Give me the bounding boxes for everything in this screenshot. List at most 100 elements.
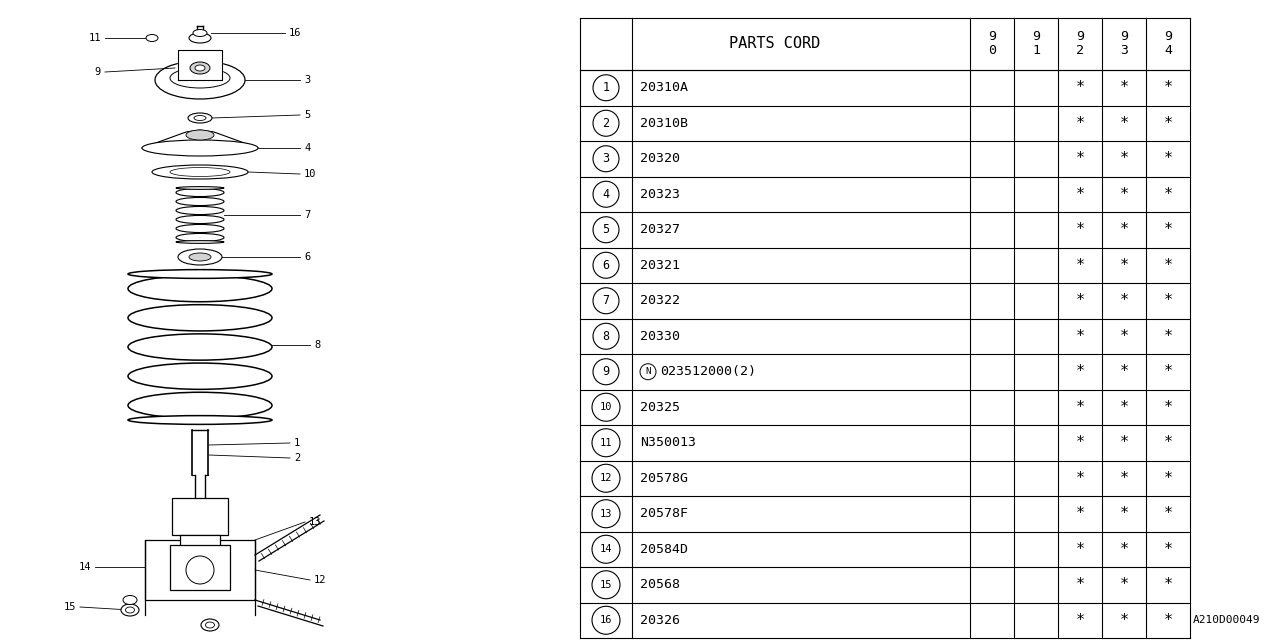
Text: 11: 11: [88, 33, 101, 43]
Text: N: N: [645, 367, 650, 376]
Text: *: *: [1120, 364, 1129, 380]
Text: *: *: [1120, 541, 1129, 557]
Text: 2: 2: [294, 453, 301, 463]
Text: 023512000(2): 023512000(2): [660, 365, 756, 378]
Text: *: *: [1075, 80, 1084, 95]
Text: *: *: [1075, 400, 1084, 415]
Text: *: *: [1164, 435, 1172, 451]
Text: 7: 7: [305, 210, 310, 220]
Text: *: *: [1120, 506, 1129, 521]
Text: *: *: [1075, 364, 1084, 380]
Text: *: *: [1164, 293, 1172, 308]
Text: 13: 13: [308, 517, 321, 527]
Text: 4: 4: [1164, 45, 1172, 58]
Text: *: *: [1164, 400, 1172, 415]
Ellipse shape: [201, 619, 219, 631]
Text: 9: 9: [603, 365, 609, 378]
Text: 3: 3: [305, 75, 310, 85]
Ellipse shape: [152, 165, 248, 179]
Ellipse shape: [195, 65, 205, 71]
Text: 6: 6: [305, 252, 310, 262]
Text: *: *: [1164, 187, 1172, 202]
Text: 9: 9: [988, 31, 996, 44]
Text: 20568: 20568: [640, 579, 680, 591]
Bar: [145, 540, 255, 600]
Text: *: *: [1164, 258, 1172, 273]
Ellipse shape: [189, 33, 211, 43]
Text: 3: 3: [603, 152, 609, 165]
Text: 14: 14: [600, 544, 612, 554]
Text: 9: 9: [1120, 31, 1128, 44]
Text: 10: 10: [600, 403, 612, 412]
Text: 1: 1: [603, 81, 609, 94]
Text: *: *: [1120, 116, 1129, 131]
Polygon shape: [142, 130, 259, 148]
Ellipse shape: [193, 29, 207, 36]
Ellipse shape: [122, 604, 140, 616]
Text: 10: 10: [305, 169, 316, 179]
Text: *: *: [1164, 151, 1172, 166]
Text: *: *: [1164, 364, 1172, 380]
Text: 1: 1: [1032, 45, 1039, 58]
Text: *: *: [1164, 612, 1172, 628]
Bar: [180, 535, 220, 548]
Text: *: *: [1164, 506, 1172, 521]
Text: 20322: 20322: [640, 294, 680, 307]
Text: 0: 0: [988, 45, 996, 58]
Text: 16: 16: [289, 28, 302, 38]
Ellipse shape: [170, 168, 230, 177]
Text: *: *: [1075, 116, 1084, 131]
Ellipse shape: [123, 595, 137, 605]
Text: *: *: [1120, 577, 1129, 592]
Text: 3: 3: [1120, 45, 1128, 58]
Ellipse shape: [177, 187, 224, 189]
Text: 20578F: 20578F: [640, 508, 689, 520]
Text: *: *: [1075, 435, 1084, 451]
Text: 5: 5: [305, 110, 310, 120]
Text: 7: 7: [603, 294, 609, 307]
Text: *: *: [1075, 577, 1084, 592]
Ellipse shape: [206, 622, 215, 628]
Text: *: *: [1120, 258, 1129, 273]
Text: 8: 8: [603, 330, 609, 343]
Ellipse shape: [189, 253, 211, 261]
Text: *: *: [1120, 222, 1129, 237]
Bar: [170, 545, 230, 590]
Polygon shape: [178, 50, 221, 80]
Ellipse shape: [128, 415, 273, 424]
Text: 12: 12: [600, 473, 612, 483]
Text: *: *: [1120, 471, 1129, 486]
Text: *: *: [1075, 541, 1084, 557]
Ellipse shape: [189, 62, 210, 74]
Text: 12: 12: [314, 575, 326, 585]
Text: *: *: [1120, 187, 1129, 202]
Text: *: *: [1164, 471, 1172, 486]
Ellipse shape: [155, 61, 244, 99]
Text: *: *: [1120, 400, 1129, 415]
Text: *: *: [1120, 435, 1129, 451]
Text: 14: 14: [78, 562, 91, 572]
Text: 4: 4: [603, 188, 609, 201]
Ellipse shape: [195, 115, 206, 120]
Text: 6: 6: [603, 259, 609, 272]
Text: *: *: [1120, 329, 1129, 344]
Text: *: *: [1120, 151, 1129, 166]
Bar: [172, 498, 228, 535]
Text: *: *: [1075, 506, 1084, 521]
Ellipse shape: [125, 607, 134, 613]
Ellipse shape: [188, 113, 212, 123]
Text: A210D00049: A210D00049: [1193, 615, 1260, 625]
Text: *: *: [1164, 577, 1172, 592]
Text: *: *: [1075, 151, 1084, 166]
Text: 20323: 20323: [640, 188, 680, 201]
Text: 5: 5: [603, 223, 609, 236]
Text: *: *: [1164, 116, 1172, 131]
Text: 20321: 20321: [640, 259, 680, 272]
Text: 8: 8: [314, 340, 320, 350]
Text: *: *: [1164, 541, 1172, 557]
Text: 13: 13: [600, 509, 612, 519]
Text: *: *: [1075, 293, 1084, 308]
Text: 20326: 20326: [640, 614, 680, 627]
Text: 1: 1: [294, 438, 301, 448]
Text: 2: 2: [1076, 45, 1084, 58]
